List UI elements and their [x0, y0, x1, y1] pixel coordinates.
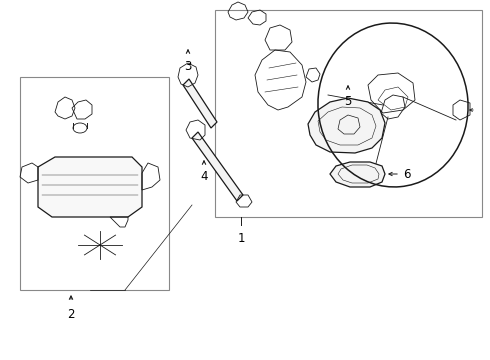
Text: 4: 4 [200, 170, 208, 183]
Polygon shape [308, 98, 385, 153]
Text: 1: 1 [237, 232, 245, 245]
Polygon shape [183, 79, 217, 128]
Bar [20, 77, 169, 290]
Text: 2: 2 [67, 308, 75, 321]
Bar [215, 10, 482, 217]
Text: 6: 6 [403, 167, 411, 180]
Polygon shape [38, 157, 142, 217]
Polygon shape [330, 162, 385, 187]
Polygon shape [192, 132, 243, 201]
Text: 5: 5 [344, 95, 352, 108]
Text: 3: 3 [184, 60, 192, 73]
